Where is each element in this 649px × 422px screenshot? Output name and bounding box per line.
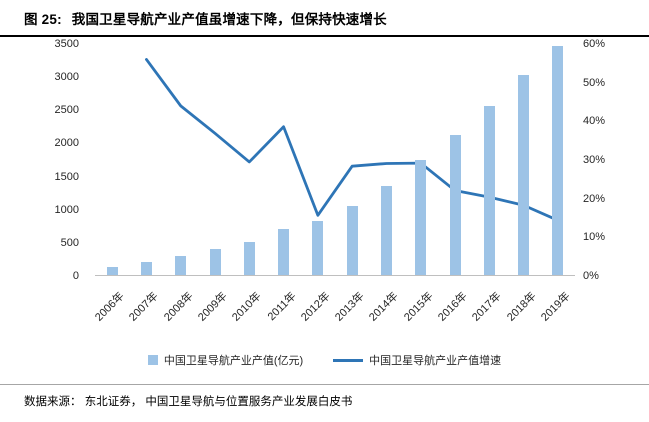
axis-tick-label: 10%: [583, 231, 606, 244]
chart: 0 500 1000 1500 2000 2500 3000 3500 0% 10% 20% 30%…: [0, 36, 649, 348]
axis-tick-label: 40%: [583, 115, 606, 128]
right-axis-labels: 0% 10% 20% 30% 40% 50% 60%: [583, 38, 643, 282]
bar: [312, 221, 324, 275]
bar: [346, 206, 358, 275]
data-source: 数据来源： 东北证券， 中国卫星导航与位置服务产业发展白皮书: [0, 384, 649, 409]
bar: [518, 75, 530, 275]
axis-tick-label: 60%: [583, 38, 606, 50]
bar: [140, 262, 152, 275]
line-swatch-icon: [333, 358, 364, 362]
axis-tick-label: 3000: [54, 71, 79, 84]
bar-swatch-icon: [147, 355, 158, 365]
axis-tick-label: 2000: [54, 137, 79, 150]
axis-tick-label: 50%: [583, 76, 606, 89]
legend-item-growth: 中国卫星导航产业产值增速: [333, 352, 501, 368]
bar: [278, 228, 290, 275]
axis-tick-label: 0%: [583, 270, 599, 282]
figure-title: 我国卫星导航产业产值虽增速下降，但保持快速增长: [71, 12, 387, 27]
legend-label-growth: 中国卫星导航产业产值增速: [369, 355, 502, 367]
axis-tick-label: 20%: [583, 192, 606, 205]
legend-label-output: 中国卫星导航产业产值(亿元): [163, 355, 304, 367]
bar: [415, 160, 427, 275]
growth-line-series: [145, 58, 560, 222]
axis-tick-label: 3500: [54, 38, 79, 50]
axis-tick-label: 1500: [54, 170, 79, 183]
legend-item-output: 中国卫星导航产业产值(亿元): [147, 352, 304, 368]
figure-header: 图 25: 我国卫星导航产业产值虽增速下降，但保持快速增长: [0, 0, 649, 37]
plot-area: [95, 44, 575, 276]
bar: [552, 46, 564, 275]
axis-tick-label: 30%: [583, 154, 606, 166]
bar: [175, 256, 187, 275]
figure-number: 图 25:: [24, 12, 62, 27]
axis-tick-label: 1000: [54, 203, 79, 216]
axis-tick-label: 500: [60, 236, 79, 249]
data-source-text: 数据来源： 东北证券， 中国卫星导航与位置服务产业发展白皮书: [24, 396, 353, 408]
x-axis-labels: 2006年 2007年 2008年 2009年 2010年 2011年 2012年 2013年…: [93, 280, 575, 346]
axis-tick-label: 2500: [54, 104, 79, 117]
bar: [449, 134, 461, 275]
bar: [380, 185, 392, 275]
bar: [209, 249, 221, 275]
bar: [106, 266, 118, 275]
legend: 中国卫星导航产业产值(亿元) 中国卫星导航产业产值增速: [0, 352, 649, 368]
left-axis-labels: 0 500 1000 1500 2000 2500 3000 3500: [0, 38, 87, 282]
bar: [243, 241, 255, 275]
bar: [483, 105, 495, 275]
axis-tick-label: 0: [72, 270, 79, 282]
